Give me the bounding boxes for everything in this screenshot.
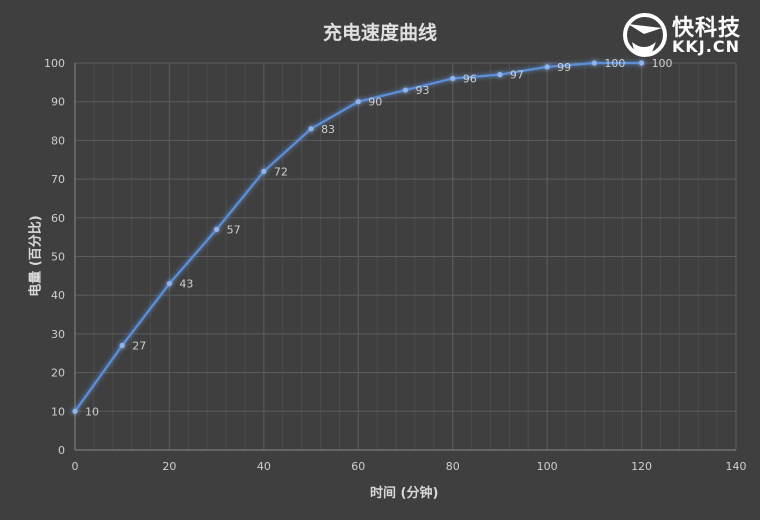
data-point xyxy=(497,72,503,78)
data-point xyxy=(450,75,456,82)
data-label: 57 xyxy=(227,223,241,236)
x-tick-label: 120 xyxy=(631,460,652,473)
x-tick-label: 80 xyxy=(446,460,460,473)
data-label: 99 xyxy=(557,61,571,74)
data-point xyxy=(591,60,597,66)
data-label: 72 xyxy=(274,165,288,178)
data-point xyxy=(402,87,409,93)
y-tick-label: 40 xyxy=(51,289,65,302)
paper-plane-icon xyxy=(623,13,667,57)
x-axis-label: 时间 (分钟) xyxy=(370,486,439,501)
data-point xyxy=(638,60,645,66)
y-tick-label: 80 xyxy=(51,134,65,147)
data-series xyxy=(72,60,645,414)
data-point xyxy=(308,126,314,132)
x-tick-label: 100 xyxy=(537,460,558,473)
data-point xyxy=(261,168,267,174)
y-tick-label: 20 xyxy=(51,367,65,380)
data-point xyxy=(355,99,361,105)
data-point xyxy=(544,64,550,70)
watermark-domain: KKJ.CN xyxy=(672,37,740,56)
data-point xyxy=(119,342,125,349)
data-label: 27 xyxy=(132,340,146,353)
x-tick-label: 0 xyxy=(72,460,79,473)
grid-lines xyxy=(74,62,737,451)
data-label: 43 xyxy=(179,278,193,291)
y-tick-label: 30 xyxy=(51,328,65,341)
x-tick-label: 140 xyxy=(726,460,747,473)
data-label: 83 xyxy=(321,123,335,136)
data-labels: 10 27 43 57 72 83 90 93 96 97 99 100 100 xyxy=(85,57,673,418)
watermark-logo: 快科技 KKJ.CN xyxy=(622,10,756,60)
data-label: 10 xyxy=(85,405,99,418)
data-point xyxy=(166,280,173,287)
data-label: 90 xyxy=(368,96,382,109)
y-tick-label: 10 xyxy=(51,405,65,418)
data-point xyxy=(214,226,220,233)
x-tick-label: 40 xyxy=(257,460,271,473)
data-label: 96 xyxy=(463,72,477,85)
y-tick-label: 60 xyxy=(51,212,65,225)
axes: 0 20 40 60 80 100 120 140 0 10 20 30 40 50 60 70 80 90 100 xyxy=(44,57,747,473)
y-tick-label: 0 xyxy=(58,444,65,457)
y-tick-label: 50 xyxy=(51,251,65,264)
x-tick-label: 20 xyxy=(162,460,176,473)
watermark-brand: 快科技 xyxy=(672,16,742,41)
y-tick-label: 100 xyxy=(44,57,65,70)
x-tick-label: 60 xyxy=(351,460,365,473)
data-label: 93 xyxy=(416,84,430,97)
y-tick-label: 90 xyxy=(51,96,65,109)
data-point xyxy=(72,408,78,414)
y-tick-label: 70 xyxy=(51,173,65,186)
data-label: 97 xyxy=(510,69,524,82)
chart-title: 充电速度曲线 xyxy=(322,22,437,44)
data-label: 100 xyxy=(604,57,625,70)
data-label: 100 xyxy=(652,57,673,70)
